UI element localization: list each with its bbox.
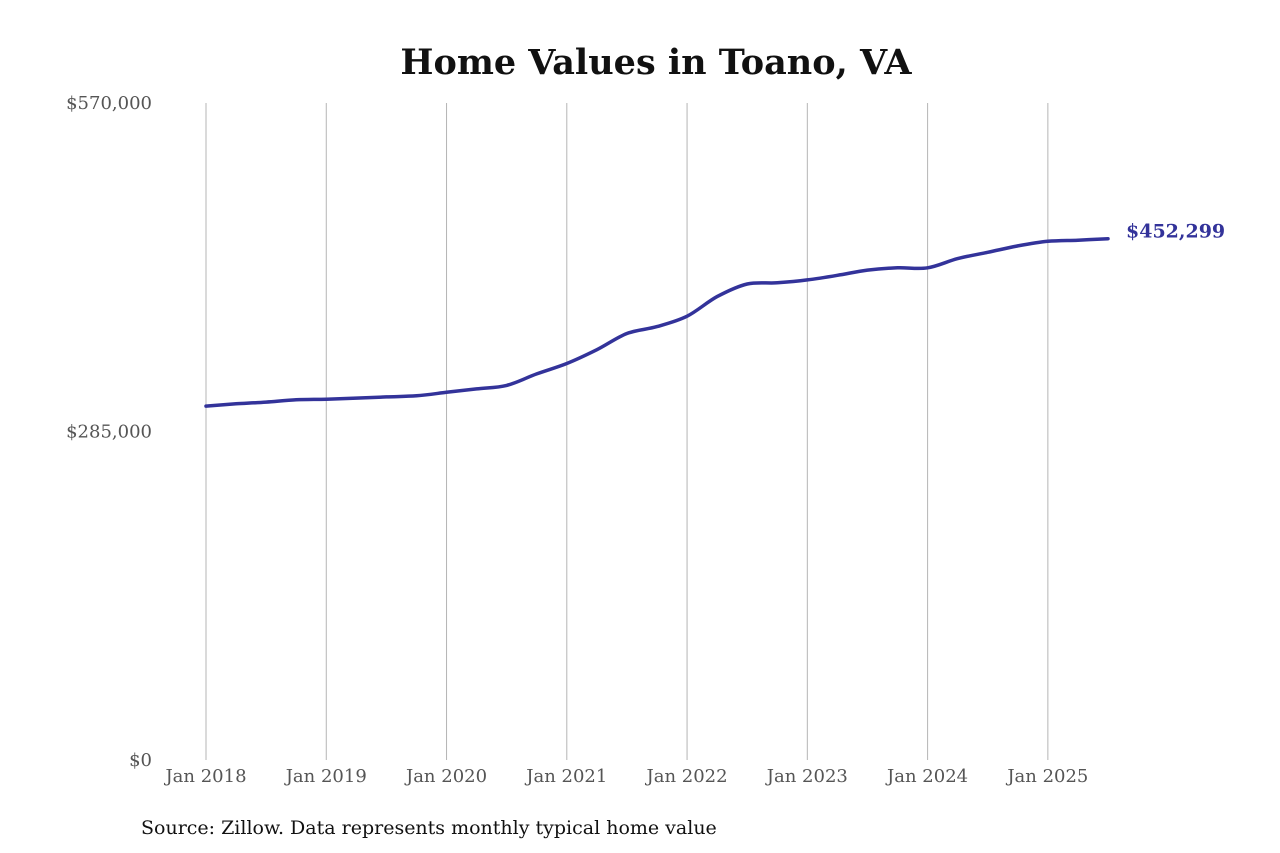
- x-tick-label: Jan 2025: [1005, 766, 1088, 787]
- chart-title: Home Values in Toano, VA: [400, 42, 912, 83]
- series-layer: [204, 236, 1110, 408]
- y-tick-label: $570,000: [66, 93, 152, 114]
- x-tick-label: Jan 2020: [404, 766, 487, 787]
- source-note: Source: Zillow. Data represents monthly …: [141, 817, 717, 839]
- x-axis-ticks: Jan 2018 Jan 2019 Jan 2020 Jan 2021 Jan 2022…: [163, 766, 1088, 787]
- x-tick-label: Jan 2023: [765, 766, 848, 787]
- gridlines: [205, 103, 1049, 760]
- x-tick-label: Jan 2019: [284, 766, 367, 787]
- home-value-series-line: [204, 236, 1110, 408]
- end-value-label: $452,299: [1126, 221, 1225, 243]
- y-tick-label: $0: [129, 750, 152, 771]
- x-tick-label: Jan 2021: [524, 766, 607, 787]
- x-tick-label: Jan 2022: [645, 766, 728, 787]
- x-tick-label: Jan 2018: [163, 766, 246, 787]
- y-axis-ticks: $0 $285,000 $570,000: [66, 93, 152, 771]
- x-tick-label: Jan 2024: [885, 766, 968, 787]
- y-tick-label: $285,000: [66, 422, 152, 443]
